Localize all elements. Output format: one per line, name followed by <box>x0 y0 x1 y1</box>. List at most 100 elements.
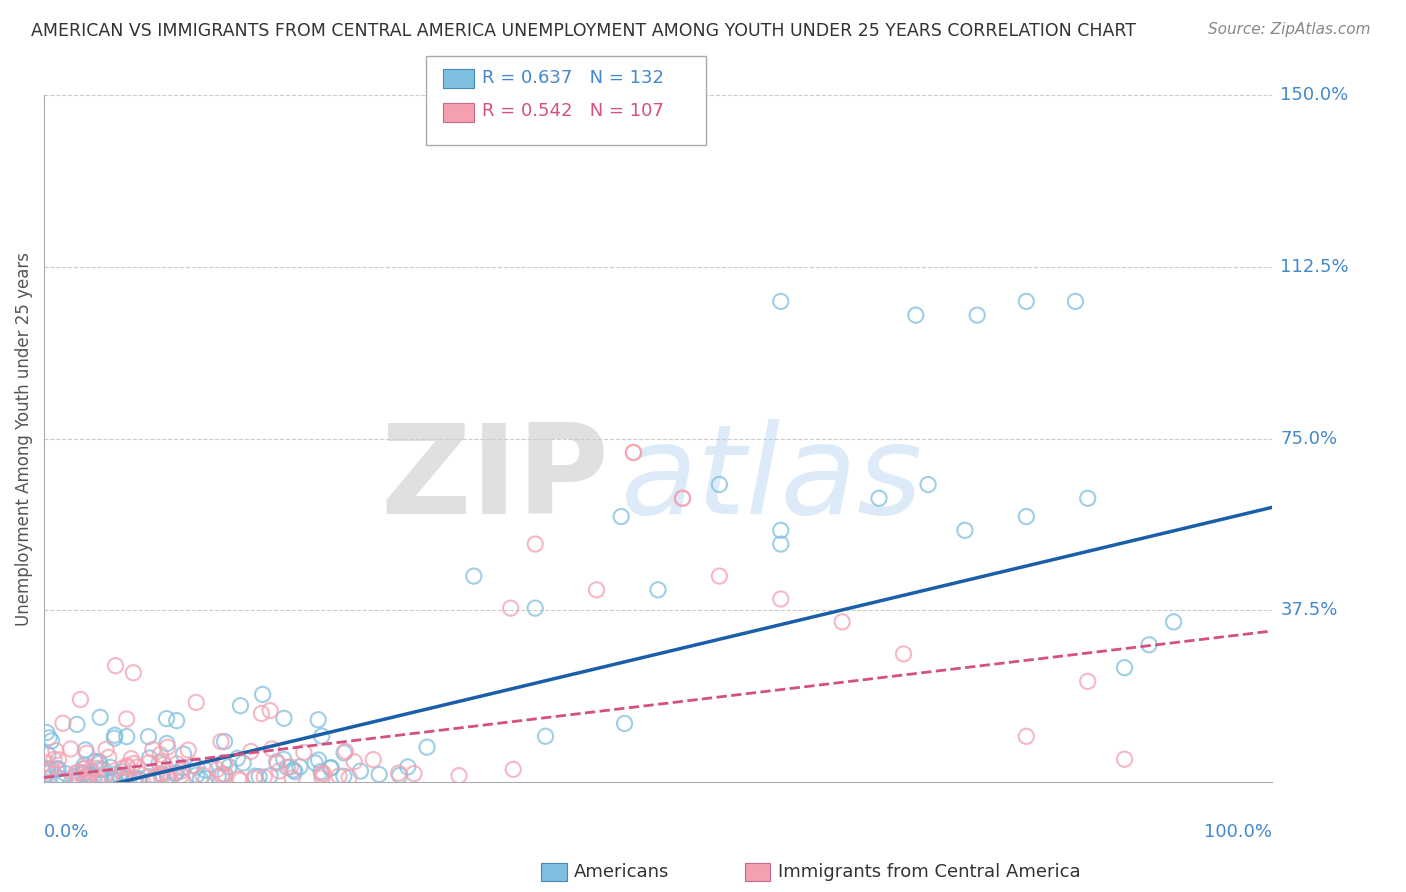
Point <box>149 747 172 762</box>
Point <box>966 308 988 322</box>
Text: atlas: atlas <box>621 419 924 541</box>
Point <box>41 761 63 775</box>
Point <box>388 768 411 782</box>
Text: 0.0%: 0.0% <box>44 823 90 841</box>
Point <box>48 772 70 786</box>
Point <box>128 772 150 787</box>
Point <box>868 491 890 506</box>
Point <box>831 615 853 629</box>
Point <box>1015 294 1038 309</box>
Point <box>613 716 636 731</box>
Point <box>75 761 97 775</box>
Point <box>97 750 120 764</box>
Point <box>623 445 645 459</box>
Point <box>243 772 266 786</box>
Point <box>165 765 187 780</box>
Point <box>1114 752 1136 766</box>
Point <box>143 770 166 784</box>
Point <box>368 767 391 781</box>
Point <box>709 569 731 583</box>
Point <box>72 767 94 781</box>
Point <box>124 771 146 785</box>
Point <box>585 582 607 597</box>
Point <box>110 764 132 779</box>
Y-axis label: Unemployment Among Youth under 25 years: Unemployment Among Youth under 25 years <box>15 252 32 625</box>
Point <box>214 734 236 748</box>
Point <box>150 767 173 781</box>
Point <box>671 491 693 506</box>
Point <box>89 710 111 724</box>
Point <box>250 706 273 721</box>
Point <box>93 763 115 777</box>
Point <box>42 752 65 766</box>
Point <box>103 772 125 786</box>
Point <box>623 445 645 459</box>
Point <box>172 761 194 775</box>
Point <box>333 769 356 783</box>
Point <box>138 751 160 765</box>
Point <box>953 524 976 538</box>
Point <box>65 765 87 780</box>
Point <box>145 770 167 784</box>
Point <box>311 771 333 785</box>
Point <box>138 770 160 784</box>
Point <box>39 763 62 777</box>
Point <box>153 757 176 772</box>
Point <box>188 772 211 786</box>
Point <box>211 769 233 783</box>
Point <box>186 768 208 782</box>
Point <box>177 743 200 757</box>
Point <box>1077 491 1099 506</box>
Point <box>87 774 110 789</box>
Point <box>115 771 138 785</box>
Point <box>150 755 173 769</box>
Point <box>156 770 179 784</box>
Point <box>155 712 177 726</box>
Point <box>94 742 117 756</box>
Point <box>1114 660 1136 674</box>
Point <box>55 766 77 780</box>
Point <box>240 744 263 758</box>
Point <box>186 760 208 774</box>
Point <box>292 746 315 760</box>
Point <box>41 734 63 748</box>
Point <box>87 755 110 769</box>
Point <box>769 591 792 606</box>
Point <box>104 767 127 781</box>
Point <box>38 731 60 745</box>
Point <box>243 769 266 783</box>
Point <box>166 756 188 771</box>
Point <box>115 712 138 726</box>
Point <box>45 762 67 776</box>
Point <box>73 765 96 780</box>
Point <box>59 742 82 756</box>
Point <box>48 753 70 767</box>
Point <box>283 763 305 777</box>
Point <box>98 760 121 774</box>
Text: Source: ZipAtlas.com: Source: ZipAtlas.com <box>1208 22 1371 37</box>
Point <box>319 761 342 775</box>
Point <box>89 762 111 776</box>
Point <box>209 734 232 748</box>
Point <box>447 769 470 783</box>
Point <box>311 767 333 781</box>
Point <box>343 755 366 769</box>
Point <box>111 761 134 775</box>
Point <box>207 763 229 777</box>
Point <box>349 764 371 778</box>
Point <box>194 763 217 777</box>
Point <box>170 768 193 782</box>
Point <box>278 760 301 774</box>
Point <box>73 774 96 789</box>
Text: Immigrants from Central America: Immigrants from Central America <box>778 863 1080 881</box>
Point <box>211 767 233 781</box>
Point <box>229 773 252 788</box>
Point <box>52 716 75 731</box>
Point <box>76 746 98 760</box>
Point <box>69 692 91 706</box>
Point <box>67 764 90 779</box>
Point <box>84 761 107 775</box>
Point <box>77 774 100 789</box>
Point <box>114 771 136 785</box>
Point <box>266 755 288 769</box>
